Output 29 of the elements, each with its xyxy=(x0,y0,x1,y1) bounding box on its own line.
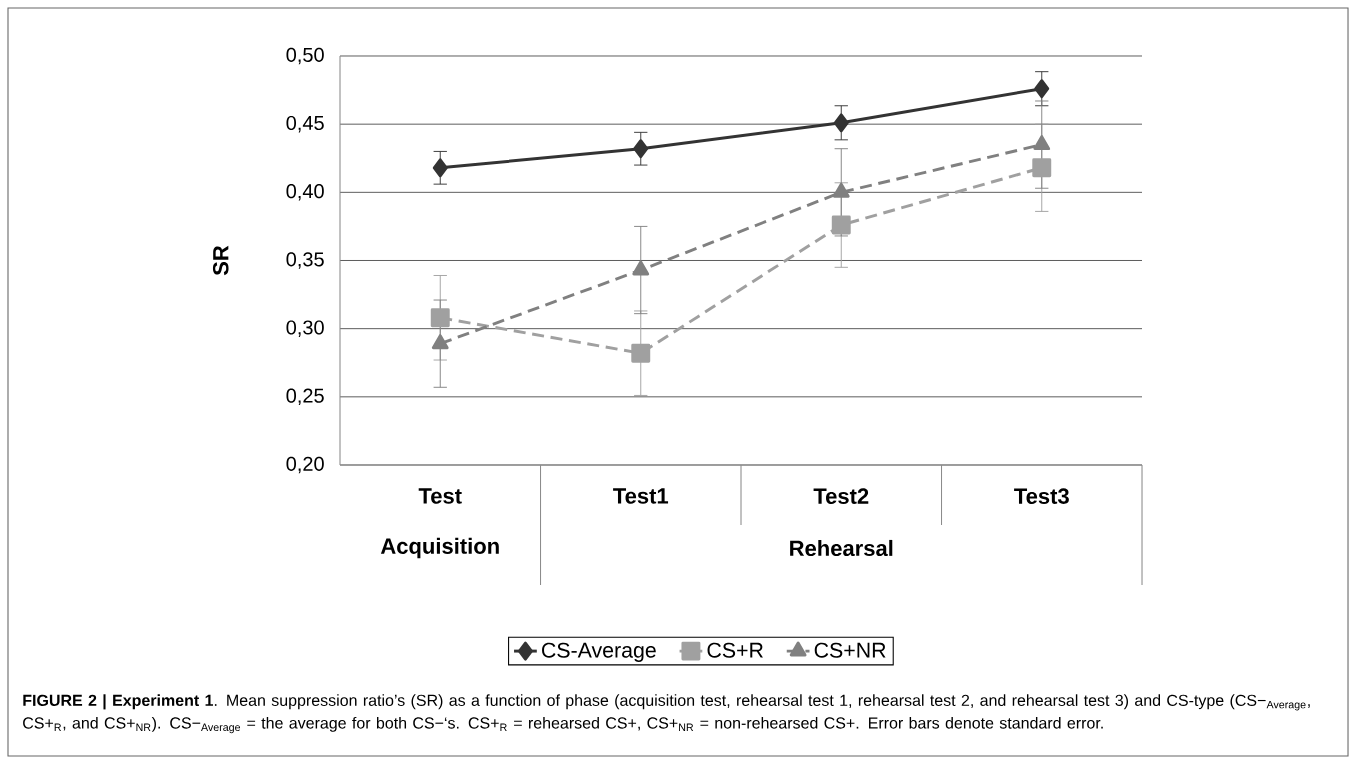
point xyxy=(431,334,449,350)
y-tick-label: 0,25 xyxy=(286,388,324,406)
point xyxy=(432,158,448,178)
text: FIGURE 2 | Experiment 1. Mean suppression ratio’s (SR) as a function of phase (acquisition test, rehearsal test 1, rehearsal test 2, and rehearsal test 3) and CS-type (CS−$_{Average}$, CS+$_{R}$, and CS+$_{NR}$). CS−$_{Average}$ = the average for both CS−‘s. CS+$_{R}$ = rehearsed CS+, CS+$_{NR}$ = non-rehearsed CS+. Error bars denote standard error. xyxy=(23,694,1310,734)
y-tick-label: 0,35 xyxy=(286,252,324,269)
point xyxy=(1032,158,1052,178)
x-tick-label: Test2 xyxy=(813,488,869,504)
text: Acquisition xyxy=(380,537,499,559)
point xyxy=(632,260,650,276)
y-tick-label: 0,30 xyxy=(286,320,324,337)
point xyxy=(831,215,851,235)
point xyxy=(631,343,651,363)
y-tick-label: 0,50 xyxy=(286,47,324,65)
point xyxy=(1034,79,1050,99)
point xyxy=(430,308,450,328)
y-axis-title: SR xyxy=(212,245,229,276)
y-tick-label: 0,20 xyxy=(286,456,324,474)
text: Rehearsal xyxy=(790,539,893,557)
legend-label: CS+NR xyxy=(814,642,886,658)
y-tick-label: 0,40 xyxy=(286,184,324,201)
x-tick-label: Test3 xyxy=(1014,488,1069,504)
legend-label: CS-Average xyxy=(542,642,656,662)
legend-label: CS+R xyxy=(707,642,763,658)
y-tick-label: 0,45 xyxy=(286,115,324,133)
x-tick-label: Test1 xyxy=(613,488,669,504)
point xyxy=(1033,135,1051,151)
point xyxy=(833,113,849,133)
point xyxy=(633,139,649,159)
x-tick-label: Test xyxy=(418,488,462,504)
